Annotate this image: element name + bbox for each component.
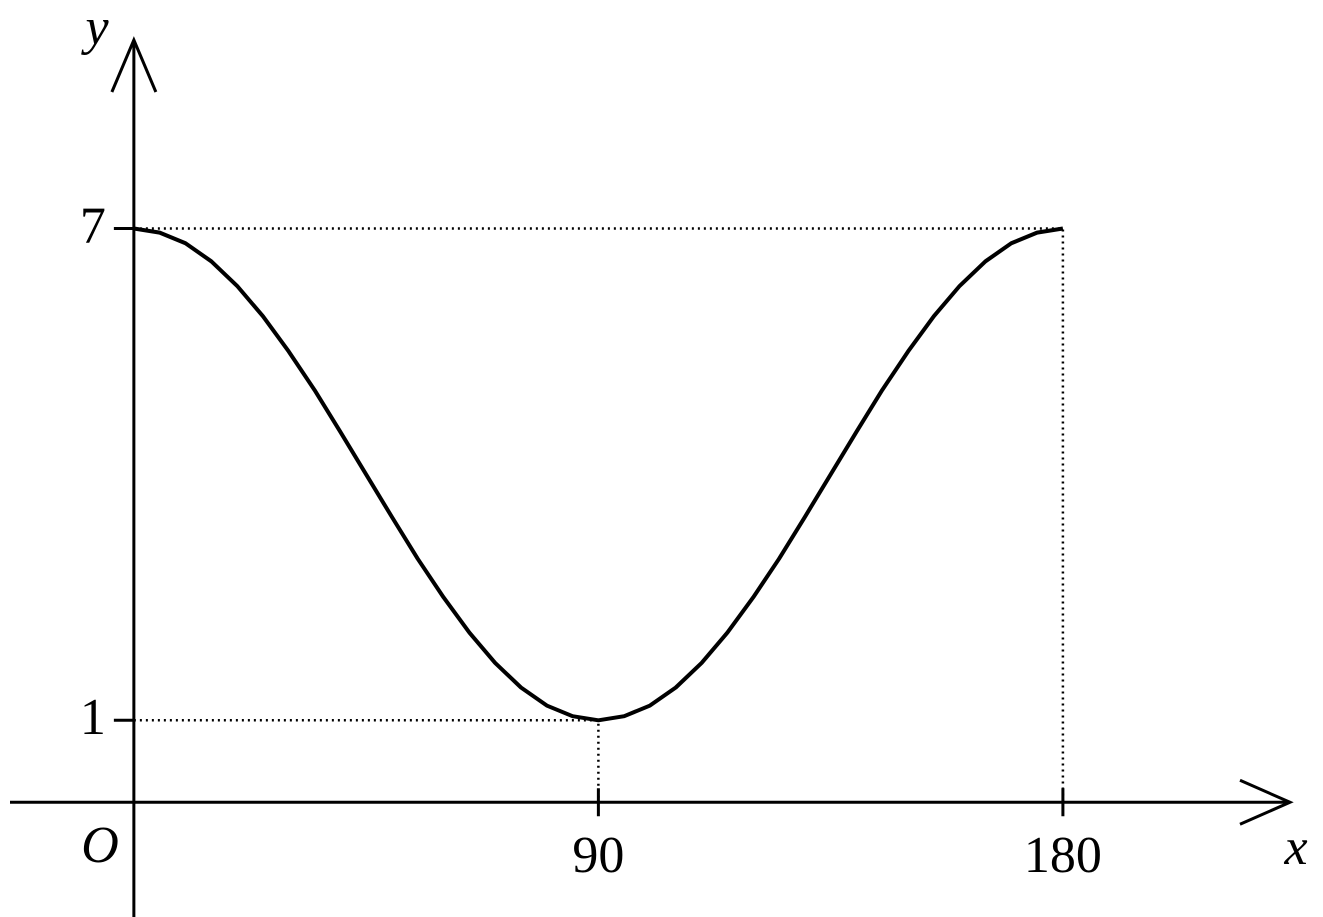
- origin-label: O: [81, 817, 119, 874]
- y-axis-label: y: [80, 0, 109, 56]
- guide-line: [133, 227, 1065, 803]
- x-axis-label: x: [1283, 819, 1307, 876]
- y-tick-label: 7: [80, 197, 106, 254]
- x-tick-label: 180: [1024, 827, 1102, 884]
- x-axis-arrow: [1239, 778, 1294, 826]
- curve: [133, 226, 1064, 723]
- y-axis-arrow: [110, 36, 158, 93]
- x-tick-label: 90: [572, 827, 624, 884]
- y-tick-label: 1: [80, 689, 106, 746]
- guide-line: [133, 719, 600, 803]
